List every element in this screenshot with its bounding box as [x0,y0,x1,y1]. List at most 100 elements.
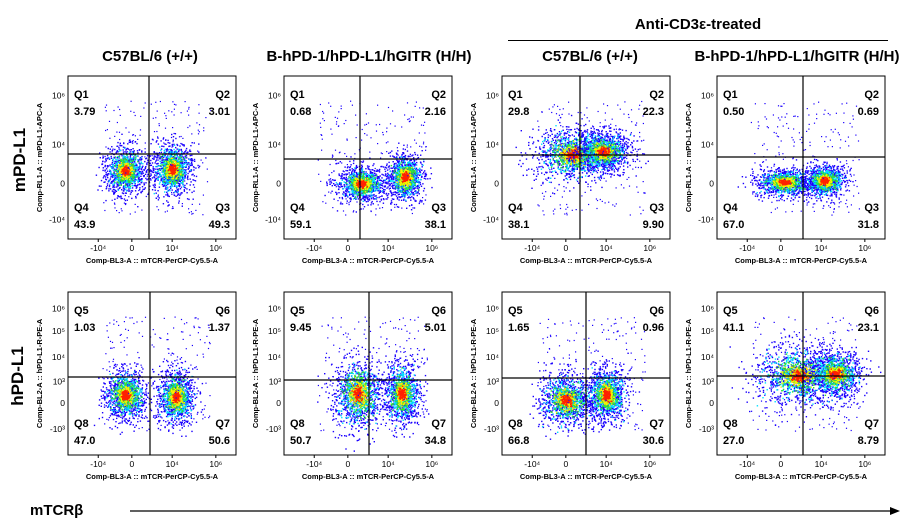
quadrant-name: Q1 [723,89,738,101]
plot-frame [67,75,237,240]
x-tick-label: 10⁴ [382,243,395,253]
flow-plot-2-1: Q5 1.03 Q6 1.37 Q8 47.0 Q7 50.6 -10⁴ 0 10⁴ 10⁶ Comp-… [35,291,237,481]
quadrant-name: Q5 [723,305,738,317]
column-title-3: C57BL/6 (+/+) [542,48,638,65]
quadrant-name: Q2 [649,89,664,101]
y-tick-label: -10⁴ [483,214,499,224]
event-density [737,101,860,216]
quadrant-percentage: 22.3 [643,106,664,118]
quadrant-percentage: 34.8 [425,435,446,447]
y-tick-label: 0 [60,179,65,189]
y-tick-label: 10³ [702,377,714,387]
quadrant-name: Q2 [431,89,446,101]
quadrant-percentage: 0.68 [290,106,311,118]
x-tick-label: -10⁴ [306,243,322,253]
y-tick-label: 10⁶ [268,91,281,101]
quadrant-percentage: 38.1 [425,219,446,231]
quadrant-name: Q6 [215,305,230,317]
y-axis-title: Comp-RL1-A :: mPD-L1-APC-A [251,102,260,212]
y-axis-title: Comp-BL2-A :: hPD-L1-R-PE-A [35,318,44,428]
y-tick-label: -10⁴ [698,214,714,224]
quadrant-name: Q8 [508,418,523,430]
x-tick-label: 10⁶ [643,459,656,469]
quadrant-percentage: 3.79 [74,106,95,118]
treatment-label: Anti-CD3ε-treated [508,16,888,33]
y-tick-label: 10³ [269,377,281,387]
x-tick-label: 10⁶ [209,243,222,253]
x-axis-label: mTCRβ [30,502,83,519]
y-tick-label: 10⁴ [52,139,65,149]
x-tick-label: 10⁶ [209,459,222,469]
quadrant-name: Q5 [508,305,523,317]
x-tick-label: 10⁶ [425,243,438,253]
quadrant-name: Q4 [290,202,306,214]
quadrant-name: Q1 [290,89,305,101]
quadrant-percentage: 50.7 [290,435,311,447]
y-axis-title: Comp-BL2-A :: hPD-L1-R-PE-A [251,318,260,428]
quadrant-name: Q2 [215,89,230,101]
quadrant-name: Q6 [431,305,446,317]
quadrant-percentage: 9.90 [643,219,664,231]
quadrant-percentage: 5.01 [425,322,446,334]
column-title-4: B-hPD-1/hPD-L1/hGITR (H/H) [695,48,900,65]
y-tick-label: 10⁶ [701,303,714,313]
y-tick-label: 0 [709,179,714,189]
x-tick-label: 10⁴ [600,243,613,253]
y-tick-label: 10⁶ [52,303,65,313]
event-density [529,317,646,440]
y-tick-label: 10⁵ [268,326,281,336]
quadrant-name: Q5 [290,305,305,317]
x-tick-label: 10⁶ [858,459,871,469]
x-tick-label: 0 [129,243,134,253]
quadrant-percentage: 38.1 [508,219,529,231]
y-tick-label: 10⁶ [701,91,714,101]
y-axis-title: Comp-RL1-A :: mPD-L1-APC-A [684,102,693,212]
x-axis-title: Comp-BL3-A :: mTCR-PerCP-Cy5.5-A [302,472,435,481]
quadrant-name: Q1 [74,89,89,101]
row-label-hpdl1: hPD-L1 [8,346,28,406]
quadrant-percentage: 41.1 [723,322,744,334]
x-axis-title: Comp-BL3-A :: mTCR-PerCP-Cy5.5-A [735,256,868,265]
quadrant-name: Q8 [723,418,738,430]
y-axis-title: Comp-RL1-A :: mPD-L1-APC-A [469,102,478,212]
x-tick-label: -10⁴ [739,459,755,469]
plot-frame [283,75,453,240]
quadrant-percentage: 23.1 [858,322,879,334]
x-tick-label: 0 [778,459,783,469]
quadrant-percentage: 67.0 [723,219,744,231]
y-tick-label: 10³ [487,377,499,387]
quadrant-percentage: 43.9 [74,219,95,231]
y-axis-title: Comp-RL1-A :: mPD-L1-APC-A [35,102,44,212]
y-tick-label: 0 [276,179,281,189]
y-tick-label: 10⁶ [52,91,65,101]
x-tick-label: -10⁴ [90,459,106,469]
y-tick-label: 0 [60,398,65,408]
quadrant-name: Q7 [215,418,230,430]
y-tick-label: -10⁴ [265,214,281,224]
treatment-underline [508,40,888,41]
x-tick-label: 10⁶ [858,243,871,253]
quadrant-percentage: 2.16 [425,106,446,118]
x-tick-label: -10⁴ [306,459,322,469]
y-axis-title: Comp-BL2-A :: hPD-L1-R-PE-A [469,318,478,428]
x-tick-label: -10⁴ [524,459,540,469]
quadrant-name: Q3 [215,202,230,214]
y-tick-label: 10⁶ [486,91,499,101]
y-tick-label: 0 [494,398,499,408]
x-axis-title: Comp-BL3-A :: mTCR-PerCP-Cy5.5-A [302,256,435,265]
quadrant-percentage: 66.8 [508,435,529,447]
y-tick-label: 0 [709,398,714,408]
y-tick-label: 10⁴ [701,352,714,362]
flow-plot-2-4: Q5 41.1 Q6 23.1 Q8 27.0 Q7 8.79 -10⁴ 0 10⁴ 10⁶ Comp-… [684,291,886,481]
y-tick-label: 10⁴ [486,352,499,362]
y-tick-label: -10³ [266,424,281,434]
column-title-1: C57BL/6 (+/+) [102,48,198,65]
x-tick-label: 10⁴ [815,459,828,469]
x-tick-label: 0 [345,243,350,253]
quadrant-percentage: 1.65 [508,322,529,334]
plot-frame [67,291,237,456]
x-tick-label: 0 [129,459,134,469]
y-tick-label: 10⁴ [52,352,65,362]
y-tick-label: 10⁴ [486,139,499,149]
quadrant-percentage: 0.50 [723,106,744,118]
